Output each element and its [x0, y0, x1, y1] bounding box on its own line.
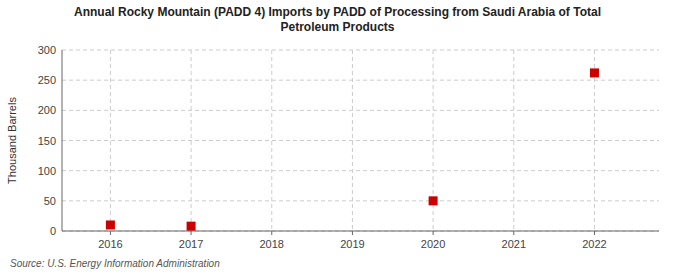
scatter-point	[187, 222, 196, 231]
x-tick-label: 2021	[502, 238, 526, 250]
y-tick-label: 100	[38, 165, 56, 177]
y-tick-label: 200	[38, 104, 56, 116]
x-tick-mark	[594, 231, 595, 235]
x-tick-mark	[352, 231, 353, 235]
y-grid-line	[62, 231, 659, 232]
x-grid-line	[110, 50, 111, 231]
y-axis-line	[62, 50, 63, 231]
points	[106, 68, 599, 230]
title-line: Annual Rocky Mountain (PADD 4) Imports b…	[74, 5, 601, 19]
x-tick-label: 2020	[421, 238, 445, 250]
x-tick-label: 2022	[582, 238, 606, 250]
chart-svg: Annual Rocky Mountain (PADD 4) Imports b…	[0, 0, 675, 275]
x-grid-line	[191, 50, 192, 231]
y-grid-line	[62, 200, 659, 201]
x-tick-label: 2019	[340, 238, 364, 250]
y-grid-line	[62, 80, 659, 81]
x-grid-line	[271, 50, 272, 231]
y-tick-label: 50	[44, 195, 56, 207]
y-tick-label: 250	[38, 74, 56, 86]
x-tick-label: 2018	[260, 238, 284, 250]
scatter-point	[429, 196, 438, 205]
grid	[62, 50, 659, 231]
y-grid-line	[62, 110, 659, 111]
y-grid-line	[62, 170, 659, 171]
x-grid-line	[513, 50, 514, 231]
chart-title: Annual Rocky Mountain (PADD 4) Imports b…	[74, 5, 601, 34]
x-axis-line	[62, 231, 659, 232]
y-axis-label: Thousand Barrels	[6, 97, 18, 184]
x-tick-mark	[433, 231, 434, 235]
x-tick-label: 2017	[179, 238, 203, 250]
x-tick-mark	[271, 231, 272, 235]
y-grid-line	[62, 50, 659, 51]
chart-container: Annual Rocky Mountain (PADD 4) Imports b…	[0, 0, 675, 275]
x-grid-line	[352, 50, 353, 231]
scatter-point	[106, 220, 115, 229]
scatter-point	[590, 68, 599, 77]
axes: 0 50 100 150 200 250 300 2016 2017 2018 2019 2020 20…	[38, 44, 659, 250]
y-tick-label: 300	[38, 44, 56, 56]
x-tick-mark	[110, 231, 111, 235]
y-grid-line	[62, 140, 659, 141]
title-line: Petroleum Products	[280, 20, 394, 34]
x-tick-mark	[513, 231, 514, 235]
x-tick-label: 2016	[98, 238, 122, 250]
source-note: Source: U.S. Energy Information Administ…	[10, 258, 220, 269]
x-tick-mark	[191, 231, 192, 235]
y-tick-label: 0	[50, 225, 56, 237]
y-tick-label: 150	[38, 135, 56, 147]
